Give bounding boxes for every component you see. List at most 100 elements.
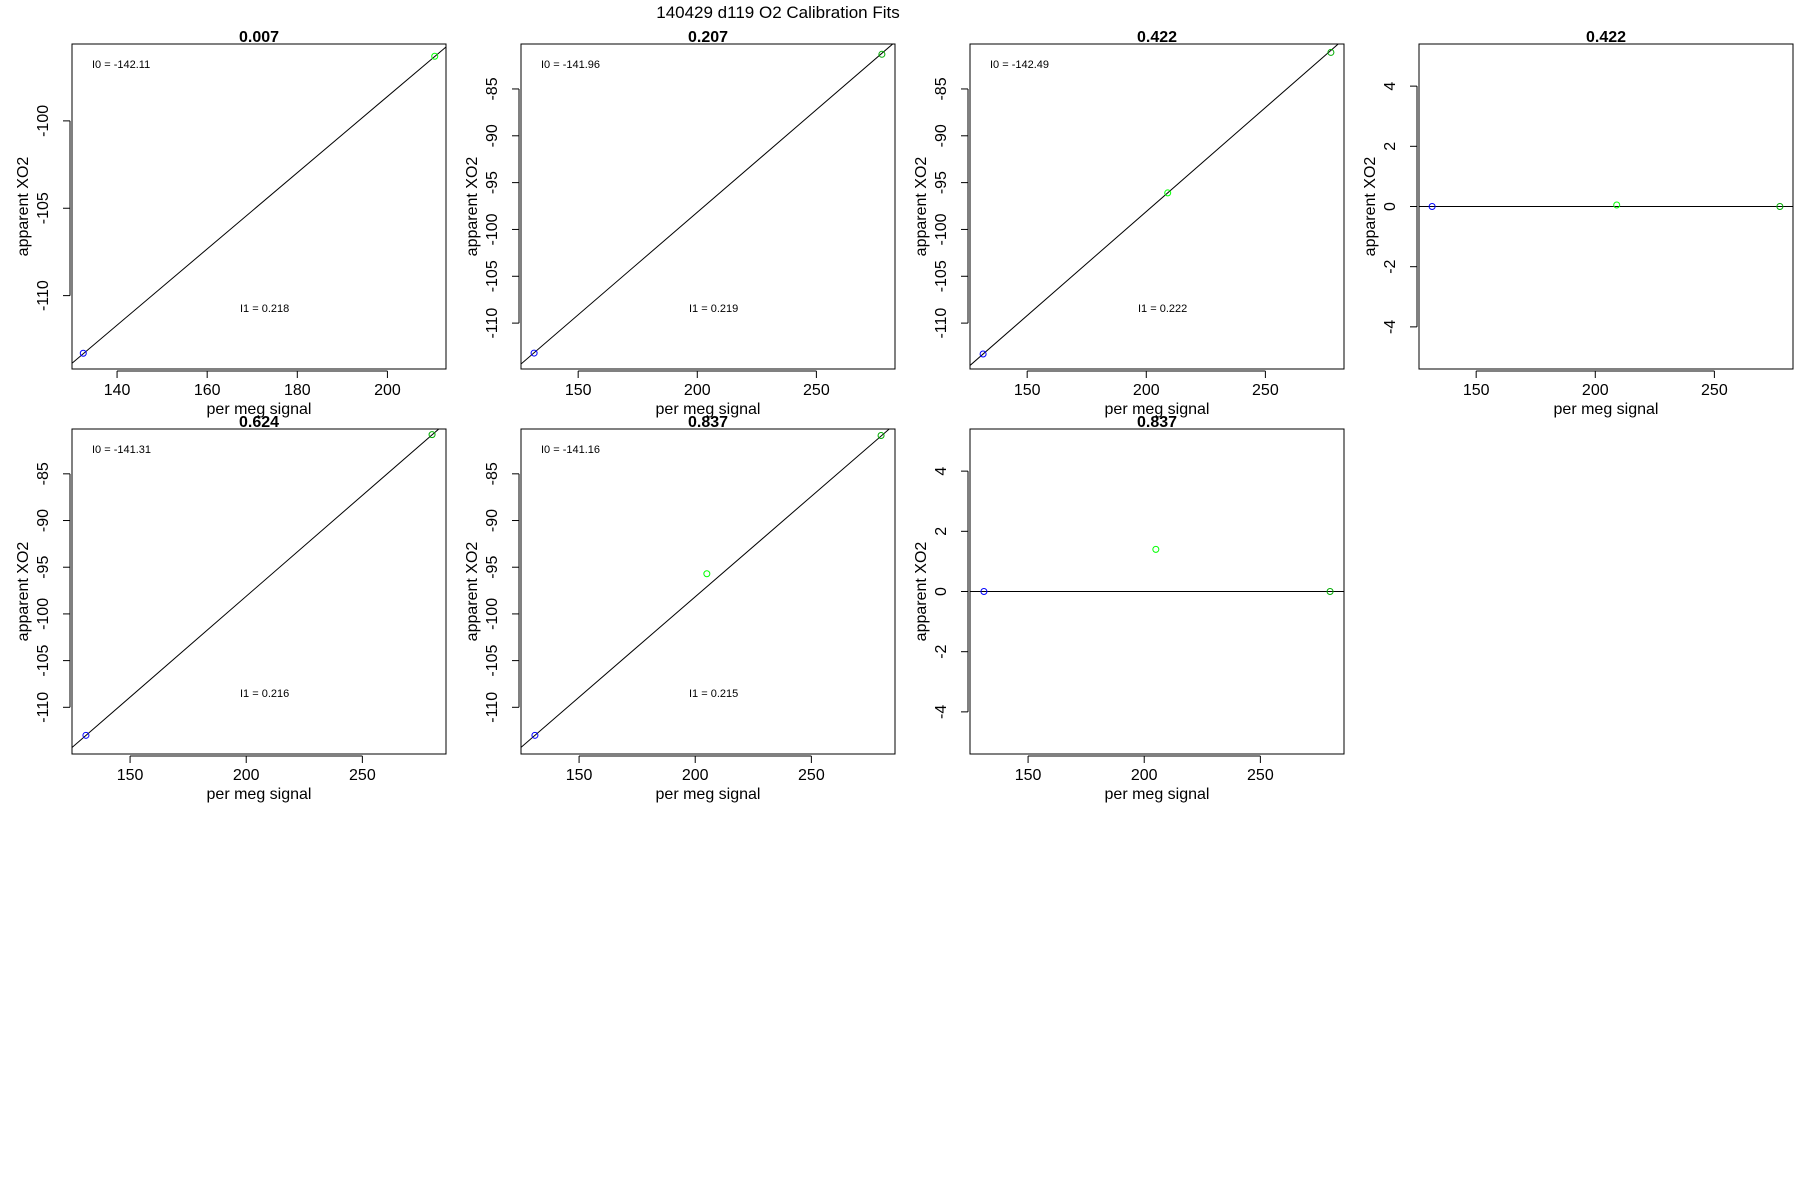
chart-panel: 0.837 150 200 250 per meg signal -85 -90 -95 -10… <box>464 414 896 803</box>
data-point <box>1428 203 1436 210</box>
plot-frame <box>520 428 896 755</box>
y-tick-label: 2 <box>1382 142 1399 151</box>
x-tick-label: 250 <box>349 767 376 784</box>
y-tick-label: -90 <box>484 124 501 147</box>
y-tick-label: 4 <box>1382 82 1399 91</box>
fit-line <box>970 44 1339 366</box>
panel-title: 0.207 <box>688 29 728 46</box>
y-tick-label: -105 <box>484 644 501 676</box>
panel-title: 0.422 <box>1586 29 1626 46</box>
data-point <box>530 349 538 357</box>
y-tick-label: -110 <box>35 692 52 723</box>
y-tick-label: -110 <box>484 692 501 723</box>
data-point <box>878 50 886 58</box>
fit-line <box>521 44 894 365</box>
chart-panel: 0.422 150 200 250 per meg signal 4 2 0 -2 -4 appar… <box>1362 29 1794 418</box>
x-tick-label: 140 <box>104 382 131 399</box>
fit-line <box>521 429 891 748</box>
y-tick-label: -100 <box>35 105 52 137</box>
y-tick-label: -110 <box>35 280 52 311</box>
y-tick-label: -95 <box>484 171 501 194</box>
slope-annotation: I1 = 0.218 <box>240 303 289 315</box>
panel-title: 0.624 <box>239 414 279 431</box>
data-point <box>979 350 987 358</box>
y-axis-label: apparent XO2 <box>913 542 930 642</box>
x-tick-label: 200 <box>682 767 709 784</box>
data-point <box>1326 588 1334 595</box>
y-tick-label: -85 <box>484 462 501 485</box>
x-tick-label: 200 <box>1131 767 1158 784</box>
panel-title: 0.422 <box>1137 29 1177 46</box>
data-point <box>877 432 885 440</box>
chart-panel: 0.207 150 200 250 per meg signal -85 -90 -95 -10… <box>464 29 896 418</box>
x-tick-label: 250 <box>1701 382 1728 399</box>
y-tick-label: 0 <box>933 587 950 596</box>
data-point <box>1152 545 1160 553</box>
panel-title: 0.837 <box>688 414 728 431</box>
x-tick-label: 200 <box>684 382 711 399</box>
chart-panel: 0.422 150 200 250 per meg signal -85 -90 -95 -10… <box>913 29 1345 418</box>
data-point <box>1613 201 1621 209</box>
data-point <box>431 52 439 60</box>
y-axis-label: apparent XO2 <box>1362 157 1379 257</box>
x-tick-label: 250 <box>798 767 825 784</box>
data-point <box>531 731 539 739</box>
x-tick-label: 200 <box>1582 382 1609 399</box>
y-axis-label: apparent XO2 <box>913 157 930 257</box>
y-tick-label: -2 <box>1382 259 1399 273</box>
y-tick-label: -110 <box>484 308 501 339</box>
fit-line <box>72 429 440 748</box>
y-tick-label: -100 <box>933 213 950 245</box>
intercept-annotation: I0 = -141.96 <box>541 59 600 71</box>
y-axis-label: apparent XO2 <box>15 542 32 642</box>
data-point <box>703 570 711 578</box>
y-tick-label: -90 <box>933 124 950 147</box>
data-point <box>428 431 436 439</box>
data-point <box>79 349 87 357</box>
panel-title: 0.007 <box>239 29 279 46</box>
x-tick-label: 180 <box>284 382 311 399</box>
x-tick-label: 200 <box>1133 382 1160 399</box>
y-tick-label: -85 <box>933 77 950 100</box>
y-tick-label: 4 <box>933 467 950 476</box>
y-axis-label: apparent XO2 <box>15 157 32 257</box>
x-tick-label: 150 <box>1015 767 1042 784</box>
y-tick-label: -100 <box>35 598 52 630</box>
plot-frame <box>71 428 447 755</box>
y-tick-label: -90 <box>35 509 52 532</box>
intercept-annotation: I0 = -141.16 <box>541 444 600 456</box>
slope-annotation: I1 = 0.219 <box>689 303 738 315</box>
y-tick-label: -2 <box>933 644 950 658</box>
x-axis-label: per meg signal <box>1554 401 1659 418</box>
data-point <box>980 588 988 595</box>
figure-title: 140429 d119 O2 Calibration Fits <box>656 3 900 22</box>
plot-frame <box>71 43 447 370</box>
chart-panel: 0.837 150 200 250 per meg signal 4 2 0 -2 -4 appar… <box>913 414 1345 803</box>
y-tick-label: -95 <box>484 556 501 579</box>
x-tick-label: 250 <box>1252 382 1279 399</box>
data-point <box>1327 48 1335 56</box>
x-tick-label: 150 <box>117 767 144 784</box>
y-tick-label: -4 <box>1382 320 1399 334</box>
y-axis-label: apparent XO2 <box>464 157 481 257</box>
x-tick-label: 150 <box>566 767 593 784</box>
plot-frame <box>969 43 1345 370</box>
x-axis-label: per meg signal <box>207 401 312 418</box>
x-axis-label: per meg signal <box>1105 401 1210 418</box>
chart-panel: 0.624 150 200 250 per meg signal -85 -90 -95 -10… <box>15 414 447 803</box>
intercept-annotation: I0 = -142.49 <box>990 59 1049 71</box>
panel-title: 0.837 <box>1137 414 1177 431</box>
y-tick-label: 2 <box>933 527 950 536</box>
x-tick-label: 150 <box>565 382 592 399</box>
x-axis-label: per meg signal <box>1105 786 1210 803</box>
x-tick-label: 250 <box>803 382 830 399</box>
x-tick-label: 200 <box>374 382 401 399</box>
data-point <box>82 731 90 739</box>
x-tick-label: 150 <box>1463 382 1490 399</box>
slope-annotation: I1 = 0.215 <box>689 688 738 700</box>
x-axis-label: per meg signal <box>656 401 761 418</box>
y-tick-label: -110 <box>933 308 950 339</box>
data-point <box>1776 203 1784 210</box>
